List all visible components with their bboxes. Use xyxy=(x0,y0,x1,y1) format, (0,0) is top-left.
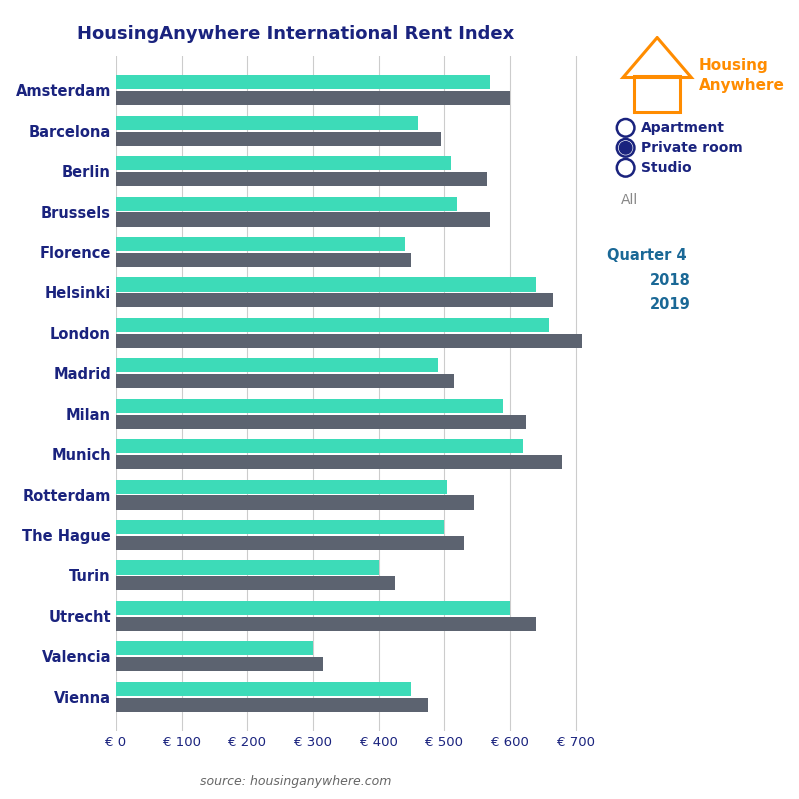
Text: source: housinganywhere.com: source: housinganywhere.com xyxy=(200,775,392,788)
Bar xyxy=(116,374,454,388)
Bar xyxy=(116,617,536,631)
Text: 2019: 2019 xyxy=(650,297,690,312)
Bar xyxy=(116,657,323,671)
Bar xyxy=(116,116,418,130)
Bar xyxy=(116,277,536,292)
Bar xyxy=(116,455,562,469)
Bar xyxy=(116,132,441,145)
Text: 2018: 2018 xyxy=(650,273,690,288)
Bar xyxy=(116,399,503,413)
Bar xyxy=(116,682,411,696)
Bar xyxy=(116,75,490,89)
Bar xyxy=(116,358,438,372)
Bar xyxy=(116,318,549,332)
Text: All: All xyxy=(621,193,638,207)
Text: Studio: Studio xyxy=(641,161,691,175)
Bar xyxy=(116,293,553,308)
Bar xyxy=(116,415,527,429)
Bar xyxy=(116,197,457,211)
Bar xyxy=(116,237,405,251)
Bar xyxy=(116,156,451,170)
Text: Private room: Private room xyxy=(641,141,742,155)
Bar xyxy=(116,439,523,453)
Circle shape xyxy=(619,141,632,154)
Bar xyxy=(116,91,510,105)
Bar xyxy=(116,520,444,535)
Bar xyxy=(116,252,411,267)
Text: Apartment: Apartment xyxy=(641,121,725,135)
Text: Quarter 4: Quarter 4 xyxy=(607,248,687,263)
Bar xyxy=(116,334,582,348)
Bar xyxy=(116,698,427,712)
Text: Anywhere: Anywhere xyxy=(699,78,785,93)
Text: Housing: Housing xyxy=(699,58,769,73)
Bar xyxy=(116,479,447,494)
Bar xyxy=(116,213,490,227)
Bar xyxy=(116,536,464,550)
Text: HousingAnywhere International Rent Index: HousingAnywhere International Rent Index xyxy=(77,25,515,42)
Bar xyxy=(116,642,313,655)
Bar xyxy=(116,560,379,574)
Bar xyxy=(116,172,487,186)
Bar xyxy=(116,601,510,615)
Bar xyxy=(116,576,395,590)
Bar xyxy=(116,495,474,510)
